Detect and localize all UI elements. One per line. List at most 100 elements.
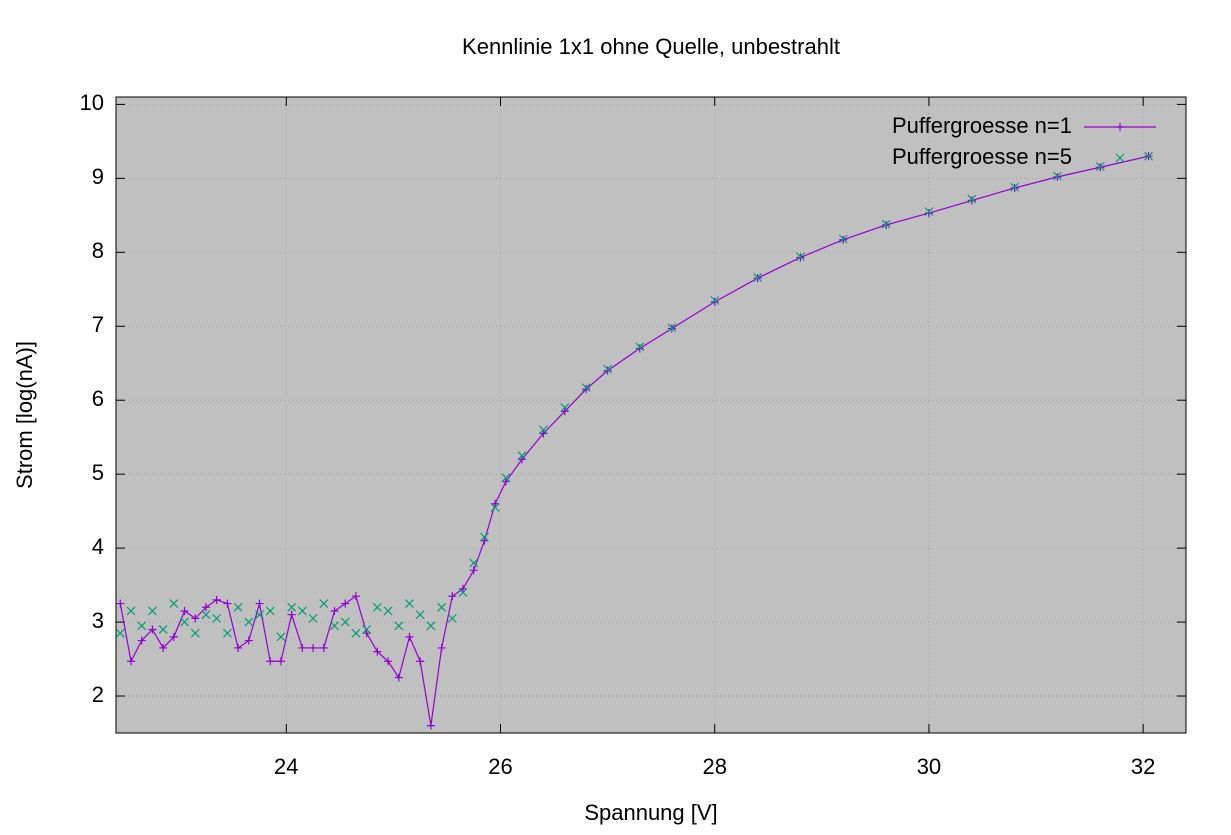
data-point [115, 628, 125, 638]
data-point [517, 455, 526, 464]
data-point [190, 628, 200, 638]
x-tick-label: 32 [1131, 754, 1155, 779]
data-point [147, 606, 157, 616]
data-point [967, 194, 977, 204]
data-point [394, 673, 403, 682]
data-point [126, 657, 135, 666]
data-point [490, 503, 500, 512]
data-point [426, 721, 435, 730]
data-point [308, 613, 318, 623]
data-point [635, 344, 644, 353]
data-point [448, 592, 457, 601]
data-point [330, 606, 339, 615]
data-point [201, 610, 211, 620]
data-point [137, 636, 146, 645]
data-point [458, 588, 468, 597]
data-point [469, 558, 479, 568]
data-point [351, 628, 361, 638]
data-point [341, 599, 350, 608]
data-point [501, 473, 511, 483]
data-point [159, 643, 168, 652]
data-point [635, 342, 645, 352]
data-point [838, 234, 848, 244]
y-tick-label: 3 [92, 608, 104, 633]
data-point [539, 429, 548, 438]
y-tick-label: 9 [92, 164, 104, 189]
data-point [1053, 171, 1062, 181]
data-point [753, 273, 762, 282]
data-point [373, 647, 382, 656]
data-point [491, 499, 500, 508]
data-point [201, 603, 210, 612]
data-point [1095, 162, 1105, 171]
data-point [560, 403, 570, 413]
data-point [710, 295, 720, 305]
x-tick-label: 30 [917, 754, 941, 779]
data-point [212, 613, 222, 623]
y-tick-label: 10 [80, 90, 104, 115]
data-point [1144, 151, 1153, 161]
x-axis-label: Spannung [V] [584, 800, 717, 825]
y-tick-label: 5 [92, 460, 104, 485]
data-point [298, 643, 307, 652]
data-point [169, 632, 178, 641]
data-point [437, 602, 447, 612]
data-point [116, 599, 125, 608]
data-point [158, 625, 168, 634]
data-point [967, 196, 976, 205]
data-point [137, 621, 147, 631]
data-point [276, 657, 285, 666]
data-point [276, 632, 286, 642]
legend-label: Puffergroesse n=5 [892, 144, 1072, 169]
data-point [517, 451, 527, 461]
data-point [244, 636, 253, 645]
data-point [405, 632, 414, 641]
plot-background [116, 97, 1186, 733]
data-point [362, 625, 372, 634]
data-point [287, 610, 296, 619]
legend-marker [1115, 153, 1125, 163]
data-point [582, 385, 591, 394]
chart-title: Kennlinie 1x1 ohne Quelle, unbestrahlt [462, 34, 840, 59]
data-point [426, 621, 436, 631]
data-point [351, 592, 360, 601]
data-point [266, 657, 275, 666]
data-point [384, 657, 393, 666]
data-point [255, 610, 264, 620]
data-point [469, 566, 478, 575]
x-tick-label: 24 [274, 754, 298, 779]
data-point [480, 532, 489, 542]
data-point [603, 364, 613, 374]
legend-marker [1116, 123, 1124, 131]
data-point [372, 602, 382, 612]
data-point [560, 407, 569, 416]
data-point [362, 629, 371, 638]
data-point [447, 613, 457, 623]
x-tick-label: 28 [702, 754, 726, 779]
data-point [480, 536, 489, 545]
data-point [1010, 182, 1020, 192]
data-point [394, 621, 404, 631]
plot-frame [115, 96, 1187, 734]
data-point [319, 643, 328, 652]
data-point [924, 207, 934, 217]
y-tick-label: 7 [92, 312, 104, 337]
data-point [223, 599, 232, 608]
data-point [148, 625, 157, 634]
data-point [405, 599, 414, 609]
data-point [340, 617, 350, 627]
data-point [415, 610, 425, 620]
data-point [222, 628, 232, 638]
data-point [710, 297, 719, 306]
data-point [287, 602, 297, 612]
y-axis-label: Strom [log(nA)] [12, 341, 37, 489]
data-point [501, 477, 510, 486]
data-point [437, 643, 446, 652]
data-point [180, 617, 189, 627]
data-point [169, 599, 179, 609]
data-point [603, 366, 612, 375]
data-point [126, 606, 136, 616]
data-point [330, 621, 339, 631]
legend-label: Puffergroesse n=1 [892, 113, 1072, 138]
